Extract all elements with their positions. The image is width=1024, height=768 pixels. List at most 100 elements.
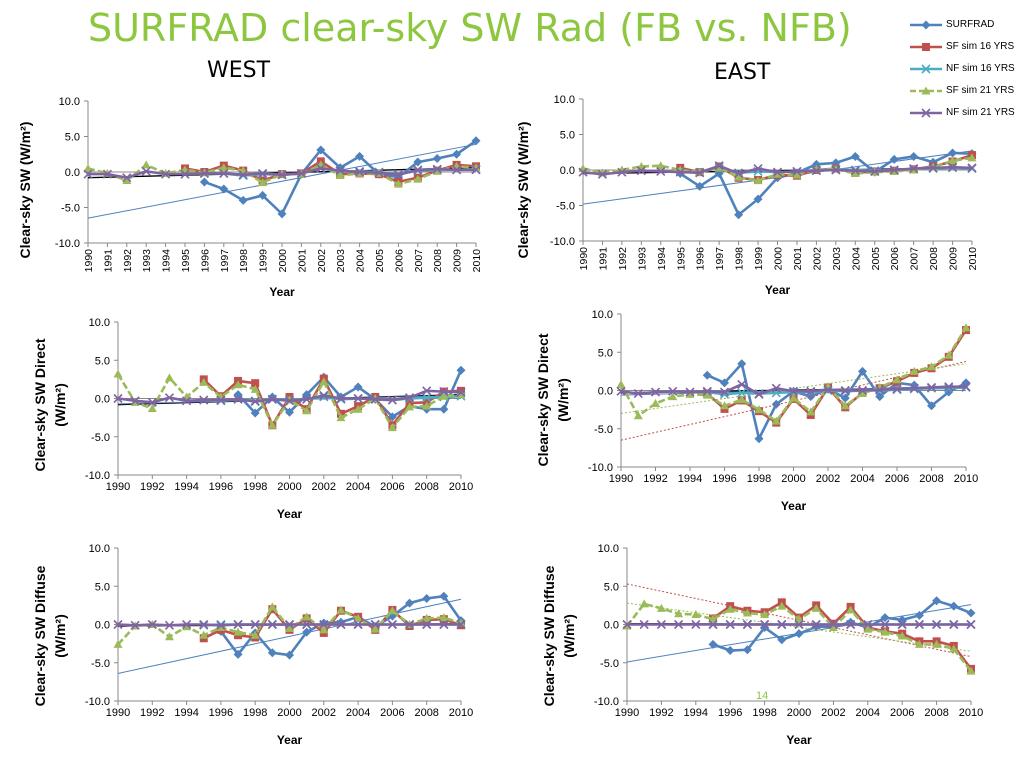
point-surfrad xyxy=(471,136,481,146)
point-nf21 xyxy=(284,396,295,406)
point-sf21 xyxy=(422,613,432,622)
point-sf21 xyxy=(720,401,729,410)
point-nf21 xyxy=(387,395,397,405)
point-sf21 xyxy=(302,612,312,621)
legend-marker-surfrad xyxy=(921,20,931,30)
x-tick-label: 1992 xyxy=(649,707,673,719)
point-nf21 xyxy=(250,396,260,407)
point-sf21 xyxy=(387,606,397,615)
point-nf21 xyxy=(650,387,661,397)
legend-swatch-surfrad xyxy=(910,20,942,30)
line-sf16 xyxy=(712,600,973,670)
point-sf21 xyxy=(948,156,958,165)
point-nf21 xyxy=(947,162,958,172)
point-sf21 xyxy=(702,390,712,399)
series-nf21 xyxy=(113,386,466,407)
y-tick-label: 0.0 xyxy=(604,620,619,632)
point-nf21 xyxy=(219,168,229,178)
point-nf21 xyxy=(267,394,277,404)
slide-number: 14 xyxy=(756,690,769,702)
x-tick-label: 2003 xyxy=(335,249,347,273)
y-tick-label: 5.0 xyxy=(65,132,80,144)
x-tick-label: 2010 xyxy=(959,707,983,719)
point-surfrad xyxy=(702,370,712,380)
point-nf21 xyxy=(199,619,209,630)
y-tick-label: -5.0 xyxy=(600,658,619,670)
point-nf21 xyxy=(404,393,415,403)
point-surfrad xyxy=(355,151,365,161)
x-tick-label: 2008 xyxy=(928,247,940,271)
point-sf21 xyxy=(806,407,816,416)
point-nf21 xyxy=(702,386,712,396)
point-sf21 xyxy=(828,623,838,632)
point-nf21 xyxy=(471,165,481,175)
point-surfrad xyxy=(777,635,787,645)
point-sf21 xyxy=(840,401,850,410)
point-nf21 xyxy=(302,619,312,630)
point-nf21 xyxy=(870,166,880,176)
x-tick-label: 1994 xyxy=(678,473,702,485)
point-surfrad xyxy=(316,145,326,155)
y-tick-label: 0.0 xyxy=(65,167,80,179)
y-tick-label: -5.0 xyxy=(556,201,575,213)
point-nf21 xyxy=(250,619,260,630)
x-tick-label: 1994 xyxy=(161,249,173,273)
point-nf21 xyxy=(823,385,833,395)
x-tick-label: 1998 xyxy=(734,247,746,271)
point-nf21 xyxy=(708,619,718,630)
legend-swatch-sf16 xyxy=(910,43,942,51)
point-sf21 xyxy=(319,625,329,634)
point-sf21 xyxy=(892,375,902,384)
y-tick-label: -10.0 xyxy=(85,696,110,708)
x-tick-label: 2002 xyxy=(312,481,336,493)
point-nf21 xyxy=(393,170,403,180)
x-tick-label: 2000 xyxy=(277,481,301,493)
x-tick-label: 2007 xyxy=(909,247,921,271)
point-nf21 xyxy=(164,393,175,403)
x-tick-label: 2000 xyxy=(277,707,301,719)
x-tick-label: 2005 xyxy=(374,249,386,273)
point-surfrad xyxy=(250,408,260,418)
point-sf21 xyxy=(967,153,977,162)
point-nf21 xyxy=(880,619,890,630)
x-tick-label: 2002 xyxy=(816,473,840,485)
x-tick-label: 2004 xyxy=(346,707,370,719)
x-tick-label: 1995 xyxy=(675,247,687,271)
x-tick-label: 2006 xyxy=(380,481,404,493)
point-nf21 xyxy=(831,165,841,175)
point-sf21 xyxy=(216,623,226,632)
series-sf16 xyxy=(620,326,970,441)
point-nf21 xyxy=(216,620,226,630)
point-sf21 xyxy=(302,406,312,415)
y-tick-label: -5.0 xyxy=(91,658,110,670)
point-sf21 xyxy=(966,666,976,675)
point-sf21 xyxy=(714,163,724,172)
x-tick-label: 1992 xyxy=(140,707,164,719)
point-sf21 xyxy=(122,176,132,185)
point-nf21 xyxy=(685,387,695,397)
y-tick-label: 5.0 xyxy=(598,347,613,359)
legend-label-nf21: NF sim 21 YRS xyxy=(946,107,1015,118)
point-nf21 xyxy=(737,379,747,389)
line-surfrad xyxy=(679,151,973,217)
point-surfrad xyxy=(302,627,312,637)
point-nf21 xyxy=(141,166,151,176)
point-sf21 xyxy=(858,389,867,398)
point-sf21 xyxy=(370,624,380,633)
point-nf16 xyxy=(319,392,329,402)
point-surfrad xyxy=(277,209,287,219)
point-sf21 xyxy=(656,603,666,612)
point-nf21 xyxy=(113,393,123,404)
point-sf21 xyxy=(616,379,626,388)
x-tick-label: 1994 xyxy=(174,707,198,719)
x-tick-label: 1996 xyxy=(199,249,211,273)
legend-swatch-sf21 xyxy=(910,86,942,95)
point-sf21 xyxy=(674,609,684,618)
y-axis-title: Clear-sky SW Direct (W/m²) xyxy=(32,338,68,471)
point-sf21 xyxy=(164,373,174,382)
point-sf21 xyxy=(850,169,860,178)
point-nf21 xyxy=(233,619,243,630)
slide-title: SURFRAD clear-sky SW Rad (FB vs. NFB) xyxy=(88,6,852,50)
point-sf21 xyxy=(639,599,649,608)
